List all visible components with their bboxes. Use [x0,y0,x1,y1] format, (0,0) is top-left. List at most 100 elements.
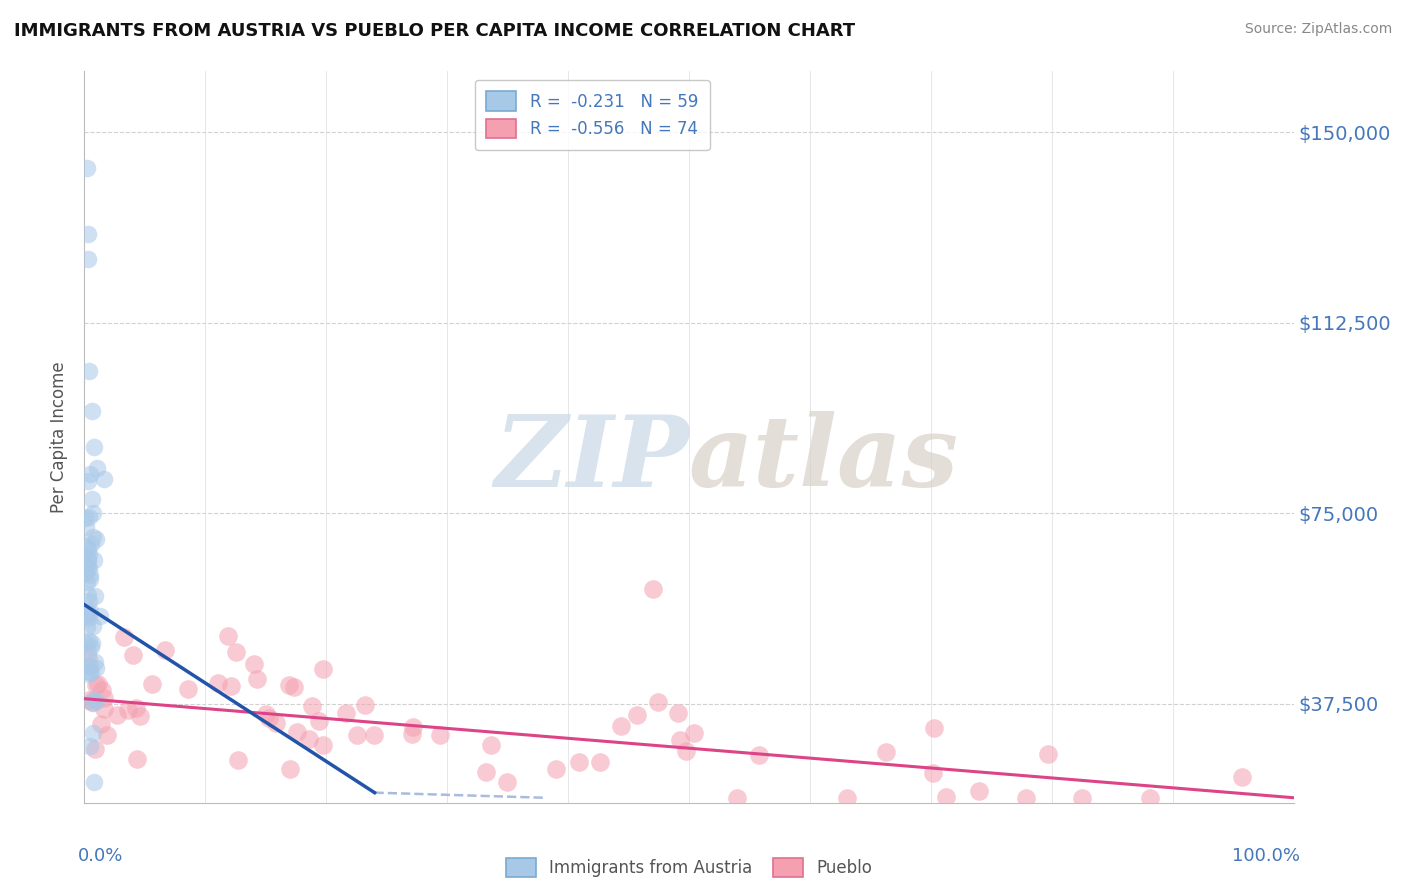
Point [683,725,706,739]
Point [79,604,101,618]
Point [283,680,305,694]
Point [354,698,377,712]
Point [76,609,98,624]
Point [77,559,100,574]
Point [89,609,111,624]
Point [669,733,692,747]
Point [80,491,103,506]
Point [626,707,648,722]
Point [217,629,239,643]
Point [1036,747,1059,761]
Point [82,725,104,739]
Point [77,605,100,619]
Point [278,762,301,776]
Point [79,640,101,654]
Point [568,755,591,769]
Point [589,755,612,769]
Point [83,692,105,706]
Point [79,611,101,625]
Point [748,748,770,763]
Point [1232,770,1254,784]
Point [496,775,519,789]
Point [479,738,502,752]
Point [90,683,112,698]
Point [1070,790,1092,805]
Point [83,775,105,789]
Point [83,590,105,604]
Point [77,227,100,241]
Point [82,696,104,710]
Point [77,474,100,488]
Point [79,633,101,648]
Point [312,662,335,676]
Point [934,789,956,804]
Point [83,440,105,454]
Point [922,721,945,735]
Point [79,467,101,481]
Point [77,588,100,602]
Text: atlas: atlas [689,411,959,508]
Point [298,731,321,746]
Point [82,619,104,633]
Point [153,643,176,657]
Point [969,784,991,798]
Point [346,728,368,742]
Point [308,714,330,728]
Point [96,728,118,742]
Point [402,720,425,734]
Point [82,506,104,520]
Point [82,694,104,708]
Point [264,715,287,730]
Point [609,719,631,733]
Point [79,665,101,679]
Point [335,706,357,720]
Point [875,745,897,759]
Point [80,636,103,650]
Point [93,472,115,486]
Point [837,790,859,805]
Point [84,660,107,674]
Text: 0.0%: 0.0% [79,847,124,864]
Point [474,765,496,780]
Point [277,678,299,692]
Point [75,511,97,525]
Point [77,658,100,673]
Point [73,566,96,580]
Point [77,542,100,557]
Text: ZIP: ZIP [494,411,689,508]
Point [117,703,139,717]
Point [77,560,100,574]
Point [75,520,97,534]
Point [79,568,101,582]
Point [84,694,107,708]
Legend: Immigrants from Austria, Pueblo: Immigrants from Austria, Pueblo [499,851,879,884]
Point [401,727,423,741]
Point [77,252,100,267]
Point [112,630,135,644]
Point [287,725,309,739]
Y-axis label: Per Capita Income: Per Capita Income [51,361,69,513]
Point [301,699,323,714]
Point [141,676,163,690]
Point [429,728,451,742]
Text: Source: ZipAtlas.com: Source: ZipAtlas.com [1244,22,1392,37]
Point [79,659,101,673]
Point [84,678,107,692]
Point [87,677,110,691]
Point [83,553,105,567]
Point [86,461,108,475]
Point [84,655,107,669]
Point [79,573,101,587]
Point [125,752,148,766]
Text: IMMIGRANTS FROM AUSTRIA VS PUEBLO PER CAPITA INCOME CORRELATION CHART: IMMIGRANTS FROM AUSTRIA VS PUEBLO PER CA… [14,22,855,40]
Point [79,537,101,551]
Point [546,762,568,776]
Point [76,574,98,589]
Point [647,695,669,709]
Point [207,676,229,690]
Point [84,742,107,756]
Point [93,691,115,706]
Point [363,728,385,742]
Point [79,509,101,524]
Point [77,665,100,679]
